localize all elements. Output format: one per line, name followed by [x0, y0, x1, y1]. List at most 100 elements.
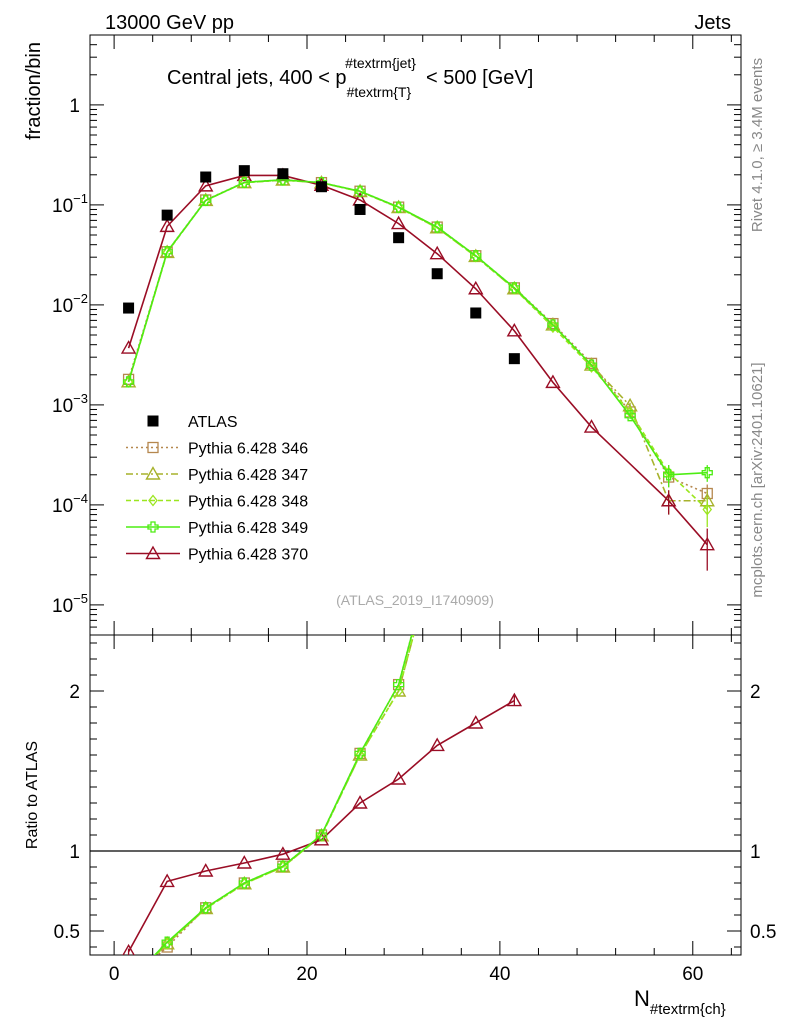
ratio-point [433, 542, 441, 552]
rivet-version-label: Rivet 4.1.0, ≥ 3.4M events [749, 58, 766, 232]
ratio-point [354, 747, 366, 760]
data-point [509, 282, 520, 295]
ratio-point [431, 541, 444, 553]
ratio-line-p370 [127, 699, 515, 953]
series-p349 [122, 174, 713, 488]
data-point [585, 359, 598, 371]
ratio-point [392, 678, 405, 691]
main-y-tick-label: 10−3 [52, 391, 88, 417]
main-y-tick-label: 10−2 [52, 291, 88, 317]
main-y-axis-label: fraction/bin [23, 42, 45, 140]
ratio-point [200, 902, 212, 914]
main-y-axis-ticks: 10−5 10−4 10−3 10−2 10−1 1 [52, 34, 741, 628]
ratio-point [122, 976, 135, 988]
data-point [238, 176, 250, 189]
x-tick-label: 20 [296, 964, 317, 985]
ratio-y-tick-label: 0.5 [54, 922, 80, 943]
data-point [548, 321, 558, 334]
series-atlas [123, 165, 520, 365]
legend-item-p346: Pythia 6.428 346 [126, 441, 308, 458]
x-axis-ticks: 0 20 40 60 [109, 35, 732, 985]
data-point [545, 374, 561, 389]
ratio-series-p370 [122, 692, 523, 955]
ratio-point [124, 976, 134, 986]
data-point [547, 319, 559, 331]
data-point [200, 171, 212, 183]
ratio-point [124, 977, 134, 987]
data-point [699, 536, 715, 551]
ratio-point [161, 936, 173, 948]
data-point [123, 302, 135, 314]
data-point [429, 245, 445, 260]
main-title: Central jets, 400 < p#textrm{T}#textrm{j… [167, 55, 533, 100]
mcplots-label: mcplots.cern.ch [arXiv:2401.10621] [749, 362, 766, 597]
legend-label: Pythia 6.428 346 [188, 441, 308, 458]
data-point [200, 194, 212, 207]
data-point [701, 467, 713, 479]
ratio-line-p346 [156, 635, 413, 955]
ratio-axis-ticks: 0.5 0.5 1 1 2 2 [54, 642, 776, 948]
data-point [508, 282, 521, 294]
ratio-y-tick-label: 1 [750, 842, 761, 863]
data-point [586, 360, 597, 373]
data-point [431, 221, 443, 233]
ratio-y-axis-label: Ratio to ATLAS [24, 741, 41, 849]
ratio-point [315, 829, 328, 841]
data-point [506, 322, 523, 337]
ratio-point [390, 771, 407, 785]
data-point [393, 232, 405, 244]
legend-label: Pythia 6.428 348 [188, 494, 308, 511]
series-line-p349 [127, 179, 708, 476]
legend-label: ATLAS [188, 414, 238, 431]
data-point [354, 185, 366, 197]
ratio-point [278, 860, 288, 874]
legend-label: Pythia 6.428 349 [188, 520, 308, 537]
x-tick-label: 60 [682, 964, 703, 985]
legend-item-p347: Pythia 6.428 347 [126, 466, 308, 484]
ratio-point [510, 206, 518, 216]
ratio-point [275, 846, 291, 860]
data-point [277, 168, 289, 180]
ratio-y-tick-label: 2 [750, 682, 761, 703]
legend-item-p349: Pythia 6.428 349 [126, 520, 308, 537]
ratio-point [122, 943, 135, 955]
data-point [508, 353, 520, 365]
ratio-point [509, 190, 519, 200]
ratio-point [277, 860, 289, 872]
ratio-point [471, 408, 481, 418]
legend-marker [147, 441, 159, 454]
main-y-tick-label: 10−4 [52, 491, 88, 517]
legend: ATLAS Pythia 6.428 346 Pythia 6.428 347 Pyt… [126, 414, 308, 564]
data-point [468, 280, 484, 295]
ratio-series-layer [122, 190, 523, 988]
ratio-point [313, 831, 330, 846]
ratio-point [162, 937, 172, 950]
data-point [470, 250, 482, 262]
ratio-point [471, 408, 481, 418]
ratio-y-tick-label: 1 [69, 842, 80, 863]
ratio-point [509, 190, 519, 200]
ratio-point [508, 205, 521, 217]
ratio-point [472, 420, 480, 430]
data-point [315, 181, 327, 193]
data-point [198, 177, 214, 192]
ratio-point [429, 737, 445, 752]
legend-marker [147, 521, 159, 533]
ratio-point [469, 419, 482, 431]
data-point [470, 250, 481, 263]
data-point [470, 307, 482, 319]
ratio-series-p349 [124, 190, 519, 987]
data-point [431, 268, 443, 280]
data-point [120, 340, 137, 354]
ratio-point [355, 748, 365, 762]
data-point [390, 215, 407, 230]
ratio-point [238, 877, 250, 889]
data-point [663, 469, 675, 481]
ratio-point [432, 532, 442, 542]
legend-marker [145, 545, 161, 560]
legend-item-atlas: ATLAS [147, 414, 238, 431]
data-point [159, 218, 175, 233]
data-point [624, 410, 636, 422]
legend-marker [147, 415, 159, 427]
